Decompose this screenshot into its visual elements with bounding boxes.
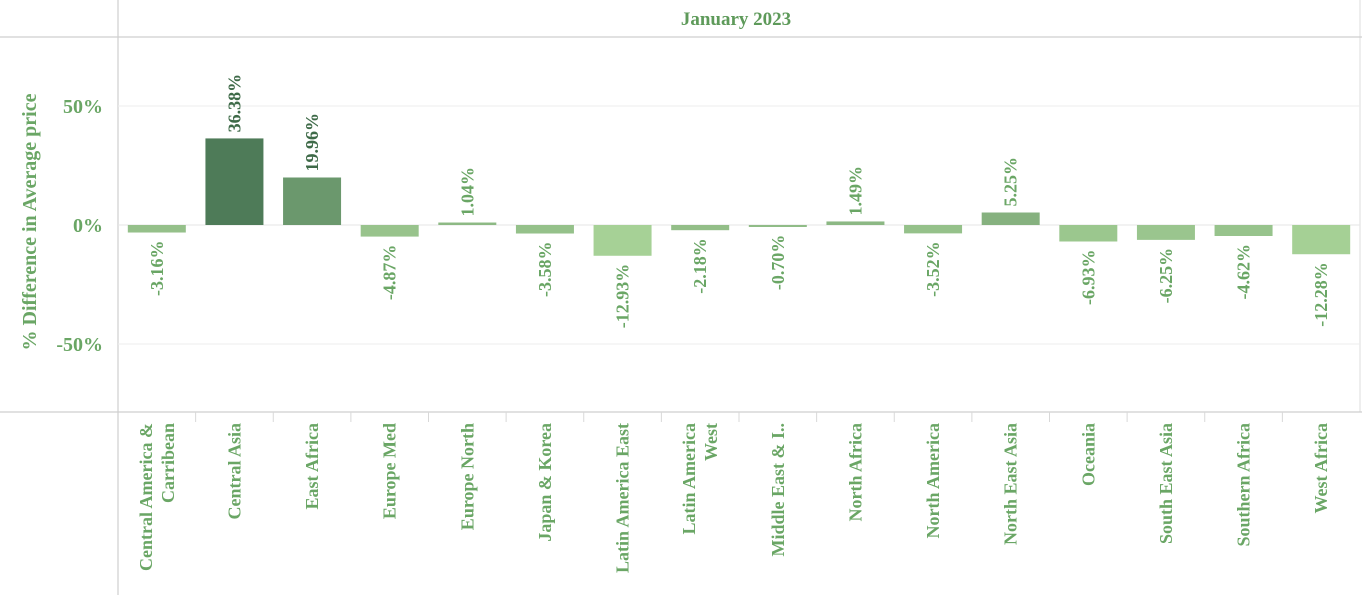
- svg-text:West: West: [701, 423, 721, 461]
- bar[interactable]: [438, 222, 497, 225]
- svg-text:Latin America East: Latin America East: [613, 423, 633, 573]
- svg-text:Central America &: Central America &: [136, 423, 156, 571]
- y-tick-label: 0%: [73, 215, 103, 237]
- bar[interactable]: [904, 225, 963, 234]
- data-label: -3.16%: [147, 241, 167, 297]
- bar[interactable]: [981, 212, 1040, 225]
- x-tick-label: Latin America West: [679, 423, 721, 534]
- bar[interactable]: [671, 225, 730, 231]
- x-tick-label: Europe North: [457, 423, 477, 530]
- data-label: 19.96%: [302, 113, 322, 172]
- bar[interactable]: [748, 225, 807, 227]
- data-label: 5.25%: [1001, 157, 1021, 207]
- bar[interactable]: [1214, 225, 1273, 236]
- x-tick-label: West Africa: [1311, 423, 1331, 513]
- data-label: -3.58%: [535, 242, 555, 297]
- svg-text:Japan & Korea: Japan & Korea: [535, 423, 555, 542]
- svg-text:Central Asia: Central Asia: [224, 423, 244, 520]
- x-axis-ticks: Central America & Carribean Central Asia Ea…: [136, 423, 1331, 573]
- x-tick-label: South East Asia: [1156, 423, 1176, 544]
- data-label: -12.93%: [613, 264, 633, 329]
- x-tick-label: Central America & Carribean: [136, 423, 178, 571]
- svg-text:Southern Africa: Southern Africa: [1234, 423, 1254, 547]
- x-tick-label: Latin America East: [613, 423, 633, 573]
- data-label: -6.93%: [1078, 249, 1098, 305]
- svg-text:East Africa: East Africa: [302, 423, 322, 509]
- svg-text:North Africa: North Africa: [845, 423, 865, 521]
- bar[interactable]: [593, 225, 652, 256]
- bar[interactable]: [283, 177, 342, 225]
- data-label: -12.28%: [1311, 262, 1331, 327]
- svg-text:Oceania: Oceania: [1078, 423, 1098, 486]
- y-axis-ticks: 50% 0% -50%: [56, 96, 103, 356]
- data-label: 36.38%: [224, 74, 244, 133]
- data-label: -0.70%: [768, 235, 788, 291]
- svg-text:North America: North America: [923, 423, 943, 538]
- x-tick-label: North Africa: [845, 423, 865, 521]
- bar[interactable]: [1136, 225, 1195, 240]
- svg-text:Latin America: Latin America: [679, 423, 699, 534]
- data-label: -3.52%: [923, 241, 943, 297]
- x-tick-label: North America: [923, 423, 943, 538]
- bar[interactable]: [515, 225, 574, 234]
- bar[interactable]: [826, 221, 885, 225]
- bar[interactable]: [205, 138, 264, 225]
- svg-text:Carribean: Carribean: [158, 423, 178, 503]
- y-tick-label: -50%: [56, 334, 103, 356]
- data-label: -2.18%: [690, 238, 710, 294]
- x-tick-label: Oceania: [1078, 423, 1098, 486]
- svg-text:Europe Med: Europe Med: [380, 423, 400, 519]
- x-tick-label: Southern Africa: [1234, 423, 1254, 547]
- bar[interactable]: [360, 225, 419, 237]
- bar[interactable]: [127, 225, 186, 233]
- x-tick-label: Middle East & I..: [768, 423, 788, 557]
- x-tick-label: North East Asia: [1001, 423, 1021, 545]
- data-label: -6.25%: [1156, 248, 1176, 304]
- svg-text:Middle East & I..: Middle East & I..: [768, 423, 788, 557]
- y-tick-label: 50%: [63, 96, 103, 118]
- data-label: -4.62%: [1234, 244, 1254, 300]
- svg-text:North East Asia: North East Asia: [1001, 423, 1021, 545]
- data-label: -4.87%: [380, 245, 400, 301]
- y-axis-label: % Difference in Average price: [19, 93, 41, 350]
- x-tick-label: Japan & Korea: [535, 423, 555, 542]
- bar[interactable]: [1059, 225, 1118, 242]
- chart-title: January 2023: [681, 9, 791, 30]
- data-label: 1.04%: [457, 167, 477, 217]
- svg-text:Europe North: Europe North: [457, 423, 477, 530]
- bar[interactable]: [1292, 225, 1351, 255]
- svg-text:South East Asia: South East Asia: [1156, 423, 1176, 544]
- x-tick-label: Central Asia: [224, 423, 244, 520]
- data-labels: -3.16% 36.38% 19.96% -4.87% 1.04% -3.58% -12.9…: [147, 74, 1331, 328]
- x-tick-label: Europe Med: [380, 423, 400, 519]
- x-tick-label: East Africa: [302, 423, 322, 509]
- data-label: 1.49%: [845, 166, 865, 216]
- bars: [127, 138, 1351, 256]
- svg-text:West Africa: West Africa: [1311, 423, 1331, 513]
